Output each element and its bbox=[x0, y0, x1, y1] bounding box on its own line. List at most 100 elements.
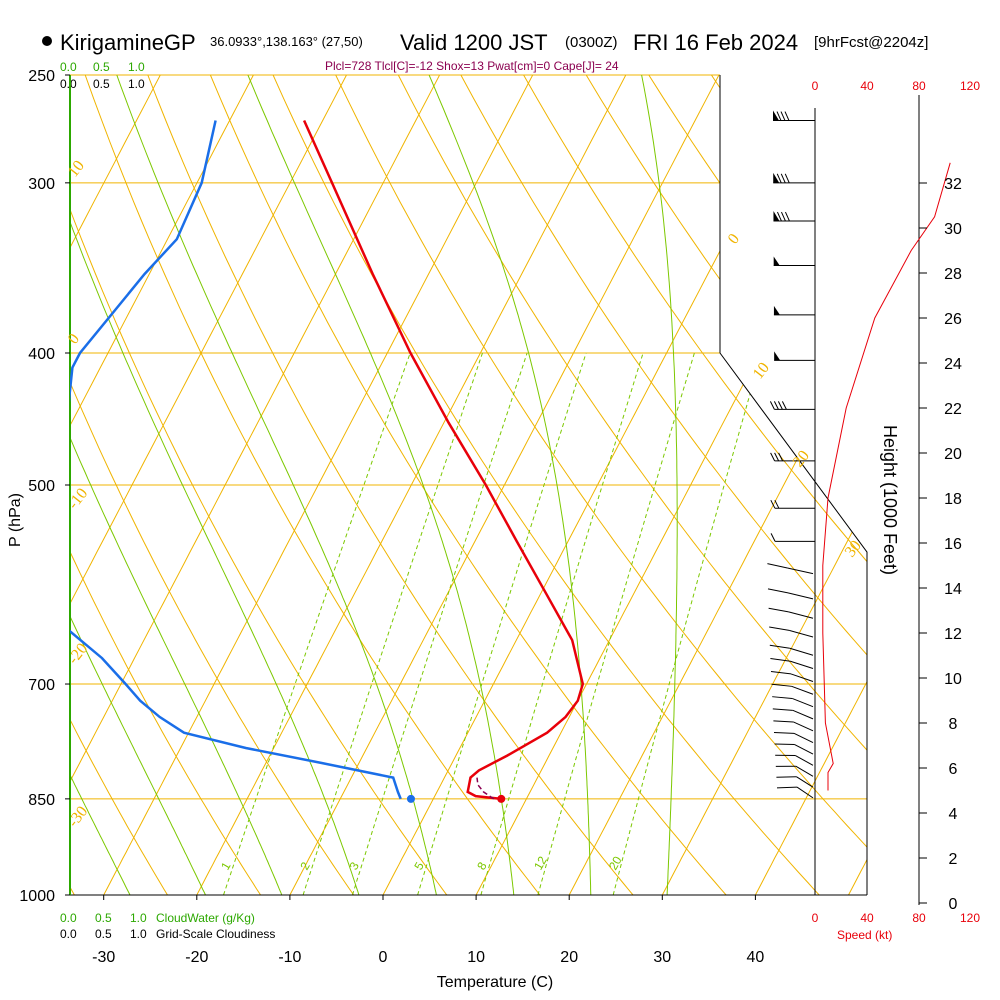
x-tick-label: 10 bbox=[467, 949, 485, 966]
height-tick-label: 10 bbox=[944, 671, 962, 688]
isotherm-line bbox=[70, 75, 254, 895]
x-axis-title: Temperature (C) bbox=[437, 974, 553, 991]
wind-barb bbox=[770, 671, 814, 682]
moist-adiabat-line bbox=[428, 75, 592, 895]
wind-barb bbox=[767, 588, 814, 600]
height-tick-label: 32 bbox=[944, 176, 962, 193]
station-bullet-icon bbox=[42, 36, 52, 46]
mixing-ratio-line bbox=[417, 352, 587, 895]
cloud-water-tick-top-1: 0.5 bbox=[93, 60, 110, 74]
moist-adiabat-line bbox=[116, 75, 443, 895]
wind-barb bbox=[770, 533, 815, 542]
height-tick-label: 26 bbox=[944, 311, 962, 328]
wind-barb bbox=[769, 644, 814, 656]
wind-barb bbox=[772, 696, 814, 708]
forecast-info: [9hrFcst@2204z] bbox=[814, 34, 928, 51]
cloud-water-axis-label: CloudWater (g/Kg) bbox=[156, 911, 255, 925]
surface-dewpoint-point bbox=[406, 794, 415, 803]
height-tick-label: 12 bbox=[944, 626, 962, 643]
x-tick-label: 40 bbox=[747, 949, 765, 966]
x-tick-label: -10 bbox=[278, 949, 301, 966]
wind-speed-line bbox=[822, 162, 951, 791]
wind-barb bbox=[775, 754, 814, 766]
isotherm-line bbox=[70, 75, 347, 895]
cloudiness-tick-top-2: 1.0 bbox=[128, 77, 145, 91]
height-tick-label: 8 bbox=[949, 716, 958, 733]
wind-barb bbox=[773, 720, 814, 732]
height-tick-label: 20 bbox=[944, 446, 962, 463]
height-tick-label: 0 bbox=[949, 896, 958, 913]
height-tick-label: 2 bbox=[949, 851, 958, 868]
mixing-ratio-line bbox=[480, 352, 644, 895]
wind-barb bbox=[774, 351, 815, 361]
dry-adiabat-line bbox=[70, 75, 375, 895]
moist-adiabat-line bbox=[70, 75, 369, 895]
speed-axis-label: Speed (kt) bbox=[837, 928, 892, 942]
dry-adiabat-line bbox=[460, 75, 867, 895]
isotherm-line bbox=[568, 75, 867, 895]
dry-adiabat-line bbox=[272, 75, 847, 895]
cloudiness-tick-top-1: 0.5 bbox=[93, 77, 110, 91]
speed-tick-bottom-2: 80 bbox=[912, 911, 926, 925]
wind-profile bbox=[767, 110, 951, 799]
x-tick-label: 20 bbox=[560, 949, 578, 966]
wind-barb bbox=[773, 256, 815, 267]
mixing-ratio-line bbox=[351, 352, 528, 895]
wind-barb bbox=[770, 499, 815, 509]
height-tick-label: 22 bbox=[944, 401, 962, 418]
mixing-ratio-line bbox=[302, 352, 483, 895]
isotherm-line bbox=[382, 75, 813, 895]
wind-barb bbox=[771, 683, 814, 695]
temperature-profile-line bbox=[302, 119, 585, 801]
mixing-ratio-label: 20 bbox=[606, 854, 625, 873]
cloudiness-tick-top-0: 0.0 bbox=[60, 77, 77, 91]
dry-adiabat-line bbox=[397, 75, 867, 895]
height-tick-label: 30 bbox=[944, 221, 962, 238]
height-tick-label: 14 bbox=[944, 581, 962, 598]
moist-adiabat-line bbox=[70, 75, 145, 895]
pressure-tick-label: 400 bbox=[28, 346, 55, 363]
isotherm-line bbox=[754, 75, 867, 895]
isotherm-line bbox=[103, 75, 534, 895]
station-name: KirigamineGP bbox=[60, 30, 196, 55]
height-tick-label: 18 bbox=[944, 491, 962, 508]
wind-barb bbox=[767, 563, 814, 575]
cloudiness-axis-label: Grid-Scale Cloudiness bbox=[156, 927, 275, 941]
y-axis-title: P (hPa) bbox=[7, 493, 24, 547]
x-tick-label: -30 bbox=[92, 949, 115, 966]
pressure-tick-label: 700 bbox=[28, 677, 55, 694]
moist-adiabat-line bbox=[247, 75, 518, 895]
cloud-water-tick-bottom-0: 0.0 bbox=[60, 911, 77, 925]
height-tick-label: 16 bbox=[944, 536, 962, 553]
wind-barb bbox=[769, 626, 814, 638]
wind-barb bbox=[773, 305, 815, 316]
speed-tick-top-2: 80 bbox=[912, 79, 926, 93]
speed-tick-bottom-3: 120 bbox=[960, 911, 980, 925]
dry-adiabat-line bbox=[70, 75, 186, 895]
x-tick-label: 0 bbox=[379, 949, 388, 966]
parcel-path-line bbox=[476, 777, 495, 800]
x-tick-label: -20 bbox=[185, 949, 208, 966]
wind-barb bbox=[776, 786, 814, 799]
speed-tick-bottom-0: 0 bbox=[812, 911, 819, 925]
wind-barb bbox=[773, 211, 815, 222]
station-coords: 36.0933°,138.163° (27,50) bbox=[210, 34, 363, 49]
cloud-water-tick-top-2: 1.0 bbox=[128, 60, 145, 74]
cloudiness-tick-bottom-2: 1.0 bbox=[130, 927, 147, 941]
height-tick-label: 24 bbox=[944, 356, 962, 373]
pressure-tick-label: 500 bbox=[28, 478, 55, 495]
speed-tick-bottom-1: 40 bbox=[860, 911, 874, 925]
pressure-tick-label: 1000 bbox=[19, 888, 55, 905]
isotherm-line bbox=[196, 75, 627, 895]
wind-barb bbox=[772, 708, 814, 720]
cloud-water-tick-top-0: 0.0 bbox=[60, 60, 77, 74]
wind-barb bbox=[770, 452, 815, 462]
x-tick-label: 30 bbox=[653, 949, 671, 966]
wind-barb bbox=[768, 607, 814, 619]
valid-time: Valid 1200 JST bbox=[400, 30, 548, 55]
moist-adiabat-line bbox=[641, 75, 678, 895]
cloud-water-tick-bottom-2: 1.0 bbox=[130, 911, 147, 925]
valid-date: FRI 16 Feb 2024 bbox=[633, 30, 798, 55]
height-tick-label: 28 bbox=[944, 266, 962, 283]
